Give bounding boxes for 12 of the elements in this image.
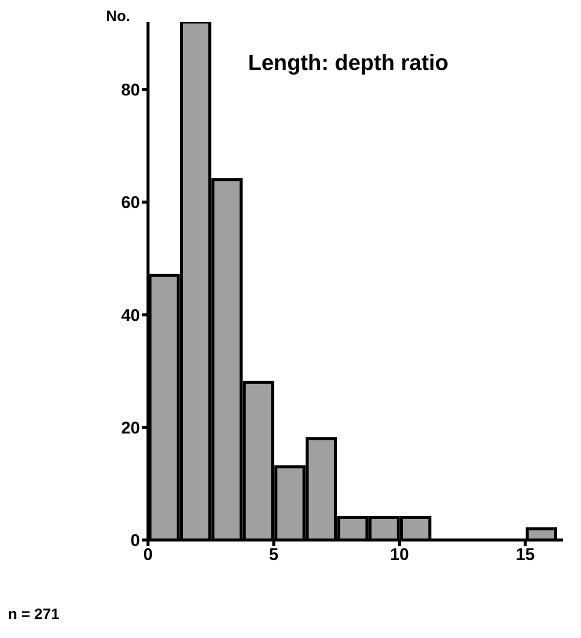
x-tick-label: 10 [390,545,409,564]
text: Length: depth ratio [248,50,448,76]
y-tick-label: 0 [130,531,140,550]
y-axis-title: No. [106,8,130,25]
y-tick-label: 60 [121,193,140,212]
x-tick-label: 5 [269,545,278,564]
text: n = 271 [8,606,60,623]
y-tick-label: 80 [121,80,140,100]
x-tick-label: 0 [143,545,153,564]
y-tick-label: 20 [121,418,140,438]
y-tick-label: 40 [121,306,140,325]
x-tick-label: 15 [516,545,535,564]
